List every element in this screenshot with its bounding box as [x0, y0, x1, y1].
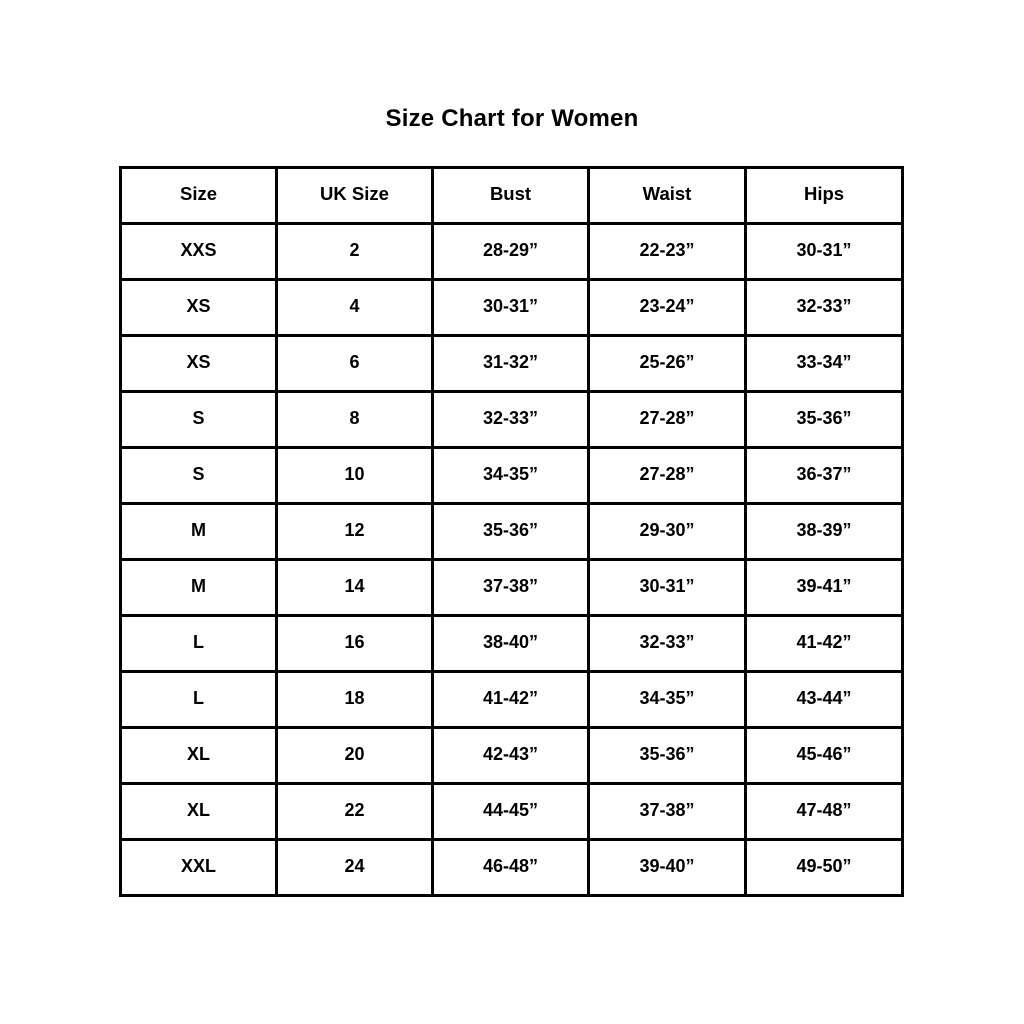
- cell-waist: 39-40”: [587, 838, 747, 897]
- cell-hips: 41-42”: [744, 614, 904, 673]
- cell-bust: 35-36”: [431, 502, 590, 561]
- cell-bust: 31-32”: [431, 334, 590, 393]
- cell-waist: 27-28”: [587, 390, 747, 449]
- column-header-uk-size: UK Size: [275, 166, 434, 225]
- cell-hips: 47-48”: [744, 782, 904, 841]
- column-header-size: Size: [119, 166, 278, 225]
- cell-uk-size: 6: [275, 334, 434, 393]
- cell-bust: 38-40”: [431, 614, 590, 673]
- cell-uk-size: 14: [275, 558, 434, 617]
- table-row: S 10 34-35” 27-28” 36-37”: [119, 446, 904, 505]
- cell-waist: 32-33”: [587, 614, 747, 673]
- table-header-row: Size UK Size Bust Waist Hips: [119, 166, 904, 225]
- cell-bust: 41-42”: [431, 670, 590, 729]
- page-title: Size Chart for Women: [385, 105, 639, 132]
- cell-waist: 23-24”: [587, 278, 747, 337]
- cell-uk-size: 4: [275, 278, 434, 337]
- table-header: Size UK Size Bust Waist Hips: [119, 166, 904, 225]
- cell-size: M: [119, 502, 278, 561]
- cell-uk-size: 10: [275, 446, 434, 505]
- cell-hips: 36-37”: [744, 446, 904, 505]
- cell-hips: 45-46”: [744, 726, 904, 785]
- cell-size: XXL: [119, 838, 278, 897]
- cell-hips: 30-31”: [744, 222, 904, 281]
- table-row: XL 22 44-45” 37-38” 47-48”: [119, 782, 904, 841]
- cell-bust: 44-45”: [431, 782, 590, 841]
- column-header-bust: Bust: [431, 166, 590, 225]
- cell-bust: 46-48”: [431, 838, 590, 897]
- cell-waist: 37-38”: [587, 782, 747, 841]
- table-row: XS 6 31-32” 25-26” 33-34”: [119, 334, 904, 393]
- size-chart-table-container: Size UK Size Bust Waist Hips XXS 2 28-29…: [119, 166, 904, 897]
- cell-hips: 32-33”: [744, 278, 904, 337]
- cell-bust: 28-29”: [431, 222, 590, 281]
- cell-size: XS: [119, 278, 278, 337]
- cell-uk-size: 16: [275, 614, 434, 673]
- cell-hips: 35-36”: [744, 390, 904, 449]
- cell-size: L: [119, 614, 278, 673]
- cell-hips: 49-50”: [744, 838, 904, 897]
- cell-waist: 29-30”: [587, 502, 747, 561]
- table-row: XL 20 42-43” 35-36” 45-46”: [119, 726, 904, 785]
- cell-size: XXS: [119, 222, 278, 281]
- table-row: XS 4 30-31” 23-24” 32-33”: [119, 278, 904, 337]
- cell-hips: 39-41”: [744, 558, 904, 617]
- column-header-waist: Waist: [587, 166, 747, 225]
- cell-bust: 30-31”: [431, 278, 590, 337]
- cell-waist: 34-35”: [587, 670, 747, 729]
- cell-hips: 43-44”: [744, 670, 904, 729]
- cell-waist: 22-23”: [587, 222, 747, 281]
- column-header-hips: Hips: [744, 166, 904, 225]
- cell-bust: 37-38”: [431, 558, 590, 617]
- cell-uk-size: 24: [275, 838, 434, 897]
- table-row: L 16 38-40” 32-33” 41-42”: [119, 614, 904, 673]
- cell-size: S: [119, 390, 278, 449]
- cell-uk-size: 2: [275, 222, 434, 281]
- cell-waist: 25-26”: [587, 334, 747, 393]
- cell-waist: 30-31”: [587, 558, 747, 617]
- table-row: S 8 32-33” 27-28” 35-36”: [119, 390, 904, 449]
- table-row: M 12 35-36” 29-30” 38-39”: [119, 502, 904, 561]
- cell-size: S: [119, 446, 278, 505]
- table-body: XXS 2 28-29” 22-23” 30-31” XS 4 30-31” 2…: [119, 222, 904, 897]
- table-row: L 18 41-42” 34-35” 43-44”: [119, 670, 904, 729]
- cell-size: L: [119, 670, 278, 729]
- cell-uk-size: 18: [275, 670, 434, 729]
- cell-hips: 33-34”: [744, 334, 904, 393]
- cell-uk-size: 20: [275, 726, 434, 785]
- table-row: XXL 24 46-48” 39-40” 49-50”: [119, 838, 904, 897]
- cell-size: XL: [119, 782, 278, 841]
- cell-uk-size: 8: [275, 390, 434, 449]
- cell-bust: 32-33”: [431, 390, 590, 449]
- cell-uk-size: 22: [275, 782, 434, 841]
- cell-bust: 34-35”: [431, 446, 590, 505]
- cell-size: XS: [119, 334, 278, 393]
- cell-uk-size: 12: [275, 502, 434, 561]
- cell-waist: 35-36”: [587, 726, 747, 785]
- size-chart-table: Size UK Size Bust Waist Hips XXS 2 28-29…: [119, 166, 904, 897]
- cell-waist: 27-28”: [587, 446, 747, 505]
- cell-hips: 38-39”: [744, 502, 904, 561]
- table-row: XXS 2 28-29” 22-23” 30-31”: [119, 222, 904, 281]
- cell-size: XL: [119, 726, 278, 785]
- cell-size: M: [119, 558, 278, 617]
- cell-bust: 42-43”: [431, 726, 590, 785]
- table-row: M 14 37-38” 30-31” 39-41”: [119, 558, 904, 617]
